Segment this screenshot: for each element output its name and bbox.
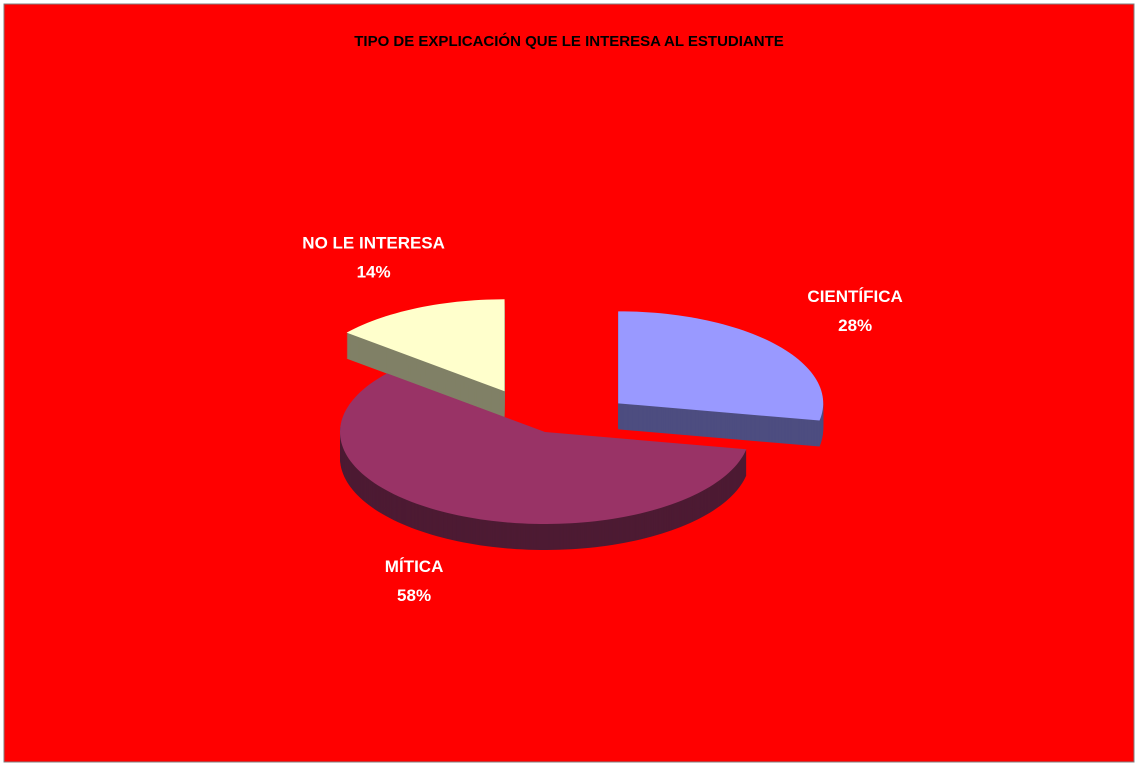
slice xyxy=(346,299,505,392)
chart-area xyxy=(3,3,1135,763)
chart-title: TIPO DE EXPLICACIÓN QUE LE INTERESA AL E… xyxy=(354,32,784,50)
data-label-category: MÍTICA xyxy=(385,557,444,576)
data-label-category: CIENTÍFICA xyxy=(807,287,902,306)
data-label: 58% xyxy=(397,586,431,605)
slice xyxy=(618,311,824,421)
slice xyxy=(340,373,747,524)
data-label: 28% xyxy=(838,316,872,335)
pie xyxy=(340,299,824,550)
data-label-category: NO LE INTERESA xyxy=(302,233,445,252)
data-label: 14% xyxy=(357,262,391,281)
